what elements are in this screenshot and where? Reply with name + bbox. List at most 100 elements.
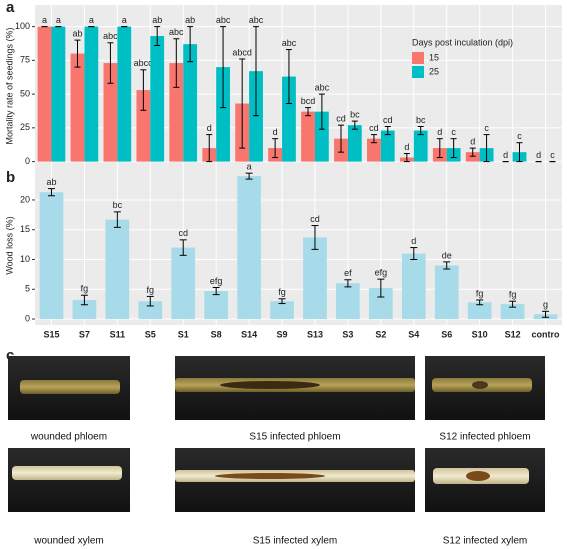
significance-letter: c — [484, 123, 489, 133]
y-tick-label: 100 — [15, 21, 30, 31]
significance-letter: d — [437, 127, 442, 137]
bar — [136, 90, 151, 162]
error-bar — [80, 294, 88, 306]
bar — [314, 111, 329, 162]
significance-letter: d — [503, 150, 508, 160]
significance-letter: abcd — [134, 58, 154, 68]
legend-label: 15 — [429, 52, 439, 62]
x-tick-label: S6 — [441, 329, 452, 339]
bar — [84, 26, 99, 162]
significance-letter: cd — [336, 114, 346, 124]
error-bar — [220, 26, 227, 109]
x-tick-label: S3 — [342, 329, 353, 339]
bar — [171, 247, 196, 320]
error-bar — [443, 261, 451, 270]
significance-letter: fg — [476, 288, 484, 298]
x-tick-label: S8 — [211, 329, 222, 339]
significance-letter: a — [42, 15, 47, 25]
y-tick-label: 0 — [25, 156, 30, 166]
significance-letter: abcd — [232, 47, 252, 57]
bar — [70, 53, 85, 162]
x-tick-label: S9 — [277, 329, 288, 339]
bar — [105, 219, 130, 320]
y-tick-label: 50 — [20, 88, 30, 98]
error-bar — [74, 39, 81, 68]
bar — [37, 26, 52, 162]
x-tick-label: S10 — [472, 329, 488, 339]
bar — [301, 111, 315, 162]
error-bar — [318, 93, 325, 130]
y-tick-label: 20 — [20, 194, 30, 204]
bar — [368, 288, 393, 320]
bar — [117, 26, 132, 162]
y-tick-label: 15 — [20, 224, 30, 234]
error-bar — [344, 279, 352, 288]
error-bar — [377, 278, 385, 298]
x-tick-label: S11 — [110, 329, 126, 339]
significance-letter: d — [411, 236, 416, 246]
significance-letter: c — [550, 150, 555, 160]
significance-letter: d — [273, 127, 278, 137]
significance-letter: cd — [178, 228, 188, 238]
significance-letter: abc — [216, 15, 231, 25]
x-tick-label: S12 — [505, 329, 521, 339]
error-bar — [469, 147, 476, 157]
bar — [413, 130, 428, 162]
bar — [51, 26, 66, 162]
photo-caption: S12 infected phloem — [439, 432, 530, 443]
x-tick-label: S4 — [408, 329, 419, 339]
photo-stick — [20, 380, 120, 394]
error-bar — [305, 107, 312, 117]
bar — [216, 67, 230, 162]
significance-letter: fg — [147, 285, 155, 295]
bar — [401, 253, 426, 320]
x-tick-label: S2 — [375, 329, 386, 339]
error-bar — [272, 138, 279, 159]
error-bar — [278, 298, 286, 305]
x-tick-label: contro — [532, 329, 561, 339]
error-bar — [542, 310, 550, 318]
error-bar — [436, 138, 443, 159]
significance-letter: a — [56, 15, 61, 25]
error-bar — [337, 124, 344, 153]
significance-letter: abc — [249, 15, 264, 25]
bar — [138, 301, 163, 320]
significance-letter: bc — [113, 200, 123, 210]
error-bar — [113, 211, 121, 228]
x-tick-label: S7 — [79, 329, 90, 339]
significance-letter: bcd — [301, 96, 316, 106]
y-tick-label: 25 — [20, 122, 30, 132]
y-axis-title: Wood loss (%) — [4, 216, 14, 274]
legend-label: 25 — [429, 66, 439, 76]
error-bar — [146, 295, 154, 307]
significance-letter: bc — [350, 109, 360, 119]
significance-letter: efg — [375, 268, 388, 278]
bar — [336, 283, 360, 320]
bar — [72, 299, 97, 320]
error-bar — [351, 120, 358, 130]
bar — [237, 176, 261, 320]
error-bar — [253, 26, 260, 117]
significance-letter: de — [442, 250, 452, 260]
y-tick-label: 5 — [25, 284, 30, 294]
panel-label: b — [6, 169, 15, 186]
significance-letter: d — [207, 123, 212, 133]
bar — [150, 36, 165, 162]
error-bar — [384, 126, 391, 136]
error-bar — [403, 153, 410, 163]
panel-label: c — [6, 347, 14, 364]
photo-caption: S15 infected phloem — [249, 432, 340, 443]
legend-key — [412, 52, 424, 64]
y-tick-label: 10 — [20, 254, 30, 264]
y-axis-title: Mortality rate of seedings (%) — [4, 27, 14, 144]
bar — [39, 192, 64, 320]
significance-letter: abc — [282, 38, 297, 48]
significance-letter: a — [89, 15, 94, 25]
bar — [270, 301, 294, 320]
significance-letter: ab — [72, 28, 82, 38]
significance-letter: cd — [383, 115, 393, 125]
photo-caption: wounded xylem — [33, 536, 103, 547]
photo-lesion — [220, 381, 320, 389]
